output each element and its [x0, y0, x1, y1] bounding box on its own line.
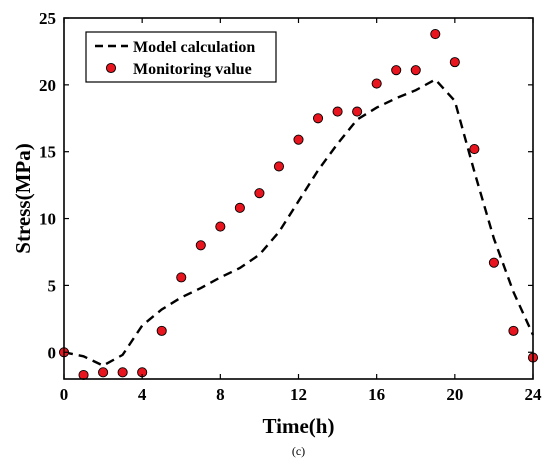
monitoring-point-10: [254, 188, 265, 199]
y-tick-label: 15: [39, 143, 56, 162]
legend-monitoring-marker-icon: [105, 62, 117, 74]
monitoring-point-20: [449, 57, 460, 68]
plot-area: [58, 28, 539, 381]
legend: Model calculation Monitoring value: [85, 31, 277, 83]
x-tick-label: 12: [290, 385, 307, 404]
axis-ticks: 0 4 8 12 16 20 24 0 5 10 15 20 25: [39, 9, 542, 404]
monitoring-point-2: [98, 367, 109, 378]
monitoring-point-13: [312, 113, 324, 124]
y-tick-label: 25: [39, 9, 56, 28]
y-tick-label: 20: [39, 76, 56, 95]
monitoring-point-9: [234, 202, 245, 213]
monitoring-point-7: [195, 240, 206, 251]
monitoring-point-11: [273, 161, 285, 172]
x-axis-label: Time(h): [263, 414, 335, 438]
monitoring-point-23: [508, 325, 519, 336]
x-tick-label: 16: [368, 385, 385, 404]
legend-entry-monitoring-value: Monitoring value: [133, 61, 252, 78]
monitoring-point-12: [293, 134, 304, 145]
monitoring-point-15: [352, 106, 363, 117]
legend-entry-model-calculation: Model calculation: [133, 39, 255, 56]
x-tick-label: 8: [216, 385, 225, 404]
monitoring-point-5: [156, 325, 167, 336]
monitoring-point-17: [391, 65, 402, 76]
monitoring-point-3: [117, 367, 128, 378]
monitoring-point-16: [371, 78, 382, 89]
x-tick-label: 24: [525, 385, 543, 404]
y-tick-label: 5: [48, 276, 57, 295]
series-model-calculation-line: [63, 77, 535, 367]
monitoring-point-8: [215, 221, 226, 232]
monitoring-point-21: [469, 143, 480, 155]
y-tick-label: 0: [48, 343, 57, 362]
monitoring-point-14: [332, 106, 343, 117]
monitoring-point-19: [430, 28, 441, 40]
x-tick-label: 0: [60, 385, 69, 404]
monitoring-point-6: [176, 272, 187, 283]
y-axis-label: Stress(MPa): [11, 143, 35, 253]
y-tick-label: 10: [39, 210, 56, 229]
legend-box: [85, 31, 277, 83]
x-tick-label: 4: [138, 385, 147, 404]
figure-caption: (c): [292, 444, 305, 458]
x-tick-label: 20: [446, 385, 463, 404]
monitoring-point-18: [410, 65, 421, 76]
monitoring-point-22: [488, 257, 499, 268]
